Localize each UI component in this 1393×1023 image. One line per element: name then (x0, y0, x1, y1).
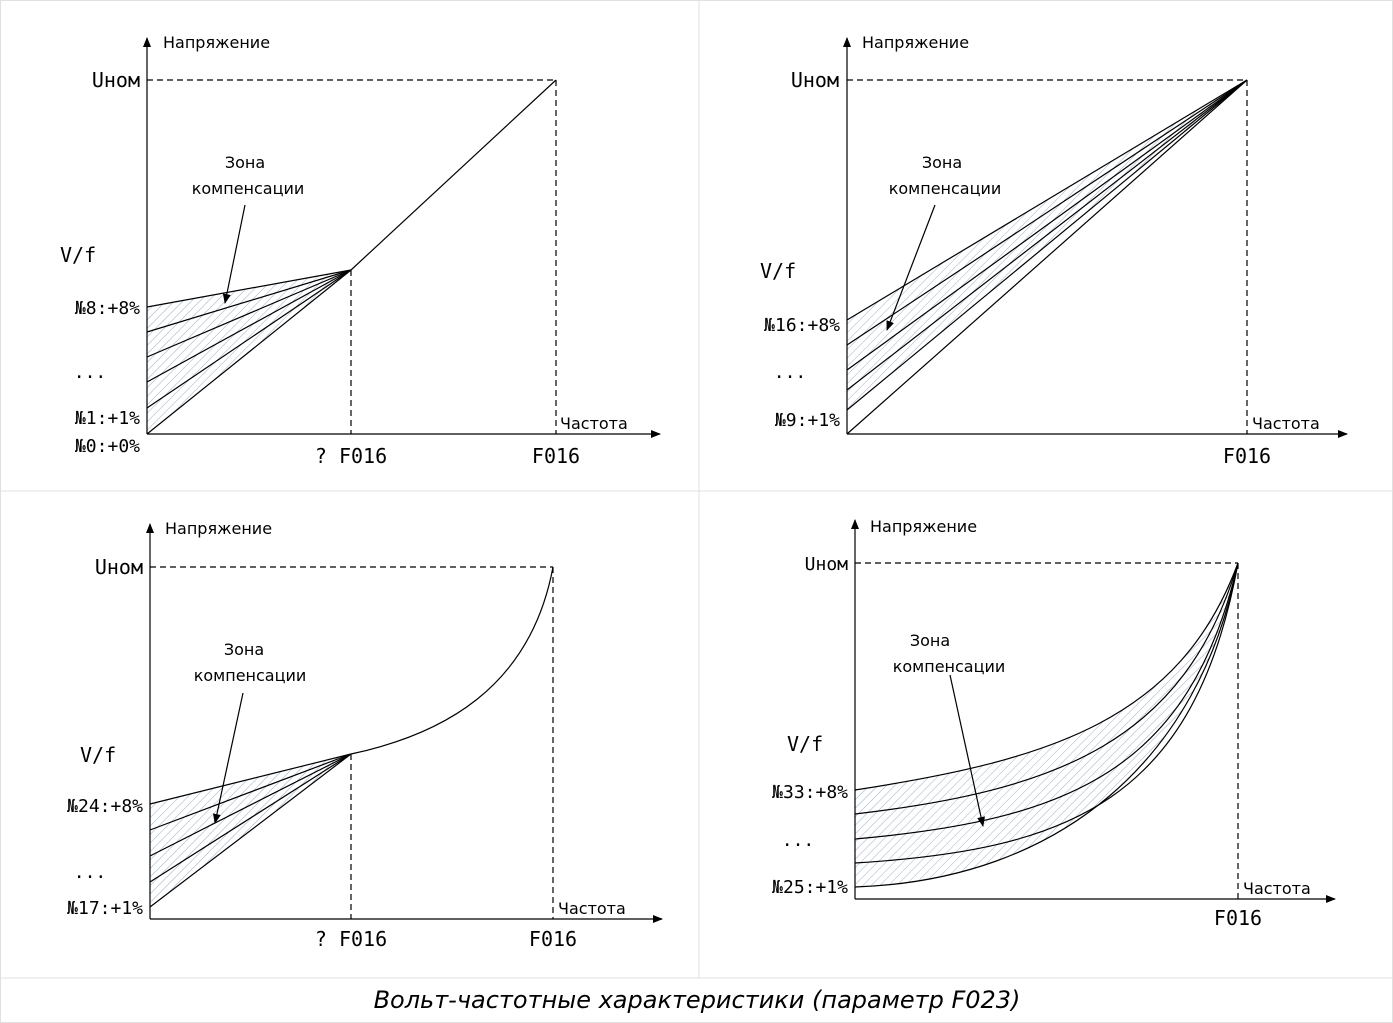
zone-label-line1: Зона (224, 640, 264, 659)
zone-label-line2: компенсации (889, 179, 1002, 198)
x-axis-label: Частота (560, 414, 628, 433)
x-axis-label: Частота (1243, 879, 1311, 898)
panel-linear-full: Напряжение Частота Uном Зона компенсации… (760, 33, 1348, 468)
x-tick-nominal: F016 (532, 444, 580, 468)
compensation-lines (146, 269, 352, 435)
zone-pointer-arrow (886, 204, 936, 331)
panel-linear-partial: Напряжение Частота Uном Зона компенсации… (60, 33, 661, 468)
x-tick-nominal: F016 (1223, 444, 1271, 468)
zone-pointer-arrow (212, 692, 244, 824)
vf-label: V/f (60, 243, 96, 267)
zone-label-line2: компенсации (192, 179, 305, 198)
zone-label-line2: компенсации (893, 657, 1006, 676)
curve-label-top: №16:+8% (764, 315, 840, 336)
zone-label-line1: Зона (910, 631, 950, 650)
zone-label-line1: Зона (922, 153, 962, 172)
curve-label-bottom: №9:+1% (775, 410, 840, 431)
curve-label-top: №33:+8% (772, 782, 848, 803)
curve-label-zero: №0:+0% (75, 436, 140, 457)
x-tick-nominal: F016 (1214, 906, 1262, 930)
x-axis-label: Частота (558, 899, 626, 918)
panel-quadratic-full: Напряжение Частота Uном Зона компенсации… (772, 517, 1336, 930)
curve-label-ellipsis: ... (782, 830, 815, 851)
curve-label-ellipsis: ... (774, 362, 807, 383)
curve-label-ellipsis: ... (74, 362, 107, 383)
x-tick-break: ? F016 (315, 927, 387, 951)
curve-label-bottom: №17:+1% (67, 898, 143, 919)
y-axis-label: Напряжение (163, 33, 270, 52)
curve-label-top: №8:+8% (75, 298, 140, 319)
unom-label: Uном (791, 68, 839, 92)
compensation-zone-hatch (855, 563, 1238, 887)
unom-label: Uном (805, 554, 849, 575)
vf-label: V/f (787, 732, 823, 756)
x-tick-break: ? F016 (315, 444, 387, 468)
zone-pointer-arrow (222, 204, 246, 304)
figure-caption: Вольт-частотные характеристики (параметр… (374, 986, 1021, 1014)
y-axis-label: Напряжение (870, 517, 977, 536)
unom-label: Uном (92, 68, 140, 92)
vf-label: V/f (760, 259, 796, 283)
curve-label-ellipsis: ... (74, 862, 107, 883)
y-axis-label: Напряжение (862, 33, 969, 52)
curve-label-bottom: №25:+1% (772, 877, 848, 898)
unom-label: Uном (95, 555, 143, 579)
curve-label-bottom: №1:+1% (75, 408, 140, 429)
panel-quadratic-partial: Напряжение Частота Uном Зона компенсации… (67, 519, 663, 951)
vf-main-line (350, 79, 557, 271)
compensation-lines (846, 79, 1248, 435)
compensation-curves (854, 562, 1239, 888)
vf-label: V/f (80, 743, 116, 767)
zone-label-line1: Зона (225, 153, 265, 172)
x-axis-label: Частота (1252, 414, 1320, 433)
y-axis-label: Напряжение (165, 519, 272, 538)
curve-label-top: №24:+8% (67, 796, 143, 817)
vf-main-curve (350, 566, 554, 755)
zone-label-line2: компенсации (194, 666, 307, 685)
zone-pointer-arrow (949, 674, 985, 827)
compensation-lines (149, 753, 352, 908)
x-tick-nominal: F016 (529, 927, 577, 951)
